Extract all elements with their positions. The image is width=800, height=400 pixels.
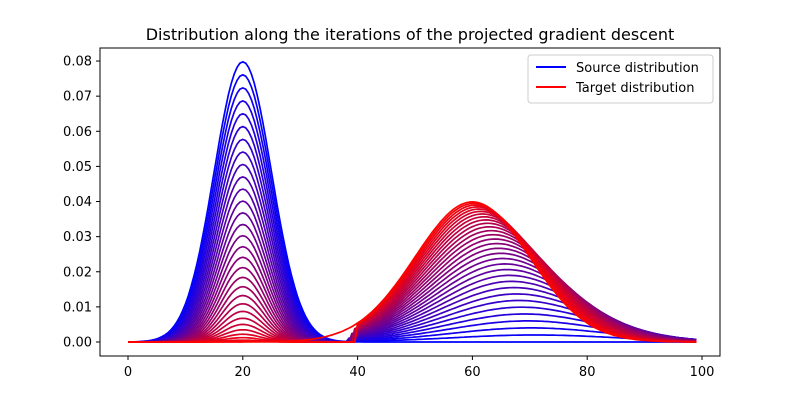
y-tick-label: 0.06 [63, 125, 92, 140]
legend-box [527, 54, 714, 104]
iteration-curve [128, 222, 697, 343]
plot-curves [127, 60, 697, 343]
iteration-curve [128, 229, 697, 343]
x-axis-ticks: 0 20 40 60 80 100 [124, 356, 715, 380]
x-tick-label: 60 [464, 365, 481, 380]
target-distribution-curve [128, 201, 697, 343]
y-axis-ticks: 0.00 0.01 0.02 0.03 0.04 0.05 0.06 0.07 0.08 [63, 55, 100, 351]
y-tick-label: 0.07 [63, 90, 92, 105]
y-tick-label: 0.02 [63, 265, 92, 280]
iteration-curve [128, 206, 697, 343]
iteration-curve [128, 86, 697, 343]
iteration-curve [128, 73, 697, 343]
y-tick-label: 0.01 [63, 300, 92, 315]
iteration-curve [128, 219, 697, 343]
legend-label-target: Target distribution [575, 81, 694, 96]
iteration-curve [128, 208, 697, 343]
y-tick-label: 0.04 [63, 195, 92, 210]
x-tick-label: 80 [579, 365, 596, 380]
source-distribution-curve [128, 60, 697, 343]
iteration-curve [128, 215, 697, 343]
legend-label-source: Source distribution [576, 61, 699, 76]
x-tick-label: 40 [349, 365, 366, 380]
y-tick-label: 0.08 [63, 55, 92, 70]
iteration-curve [128, 225, 697, 343]
iteration-curve [128, 233, 697, 343]
y-tick-label: 0.03 [63, 230, 92, 245]
x-tick-label: 20 [235, 365, 252, 380]
y-tick-label: 0.05 [63, 160, 92, 175]
iteration-curve [128, 210, 697, 343]
x-tick-label: 100 [690, 365, 715, 380]
y-tick-label: 0.00 [63, 336, 92, 351]
chart-title: Distribution along the iterations of the… [146, 25, 675, 44]
legend: Source distribution Target distribution [527, 54, 714, 104]
x-tick-label: 0 [124, 365, 132, 380]
iteration-curve [128, 213, 697, 343]
